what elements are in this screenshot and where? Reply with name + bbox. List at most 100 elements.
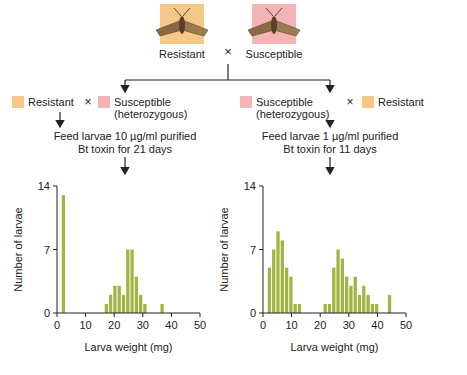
x-tick <box>85 313 86 317</box>
bar <box>371 304 374 313</box>
connector <box>227 64 228 80</box>
moth-body <box>271 16 277 34</box>
label: Bt toxin for 21 days <box>78 143 173 155</box>
moth-antenna <box>266 8 273 16</box>
bar <box>139 295 142 313</box>
bar <box>332 268 335 313</box>
label: × <box>346 95 353 109</box>
label: Bt toxin for 11 days <box>283 143 377 155</box>
x-tick-label: 30 <box>343 319 355 331</box>
bar <box>328 304 331 313</box>
bar <box>113 286 116 313</box>
x-tick-label: 10 <box>79 319 91 331</box>
moth-highlight <box>160 4 204 44</box>
bar <box>388 295 391 313</box>
bar <box>294 304 297 313</box>
label: Susceptible <box>114 96 171 108</box>
swatch <box>362 96 374 108</box>
x-tick <box>348 313 349 317</box>
x-tick <box>142 313 143 317</box>
x-axis <box>57 313 200 314</box>
connector <box>125 79 330 80</box>
bar <box>298 304 301 313</box>
x-tick-label: 10 <box>285 319 297 331</box>
swatch <box>240 96 252 108</box>
bar <box>358 295 361 313</box>
bar <box>375 304 378 313</box>
label: Resistant <box>378 96 424 108</box>
bar <box>336 250 339 314</box>
x-tick-label: 20 <box>108 319 120 331</box>
bar <box>160 304 163 313</box>
x-tick <box>114 313 115 317</box>
label: Susceptible <box>256 96 313 108</box>
bar <box>118 286 121 313</box>
label: (heterozygous) <box>256 108 329 120</box>
swatch <box>98 96 110 108</box>
x-axis-label: Larva weight (mg) <box>290 341 378 353</box>
x-tick-label: 0 <box>54 319 60 331</box>
arrow <box>124 80 125 92</box>
x-tick <box>57 313 58 317</box>
bar <box>135 277 138 313</box>
y-tick <box>53 186 57 187</box>
arrow <box>59 112 60 127</box>
x-tick <box>291 313 292 317</box>
y-tick <box>53 313 57 314</box>
x-tick <box>200 313 201 317</box>
bar <box>362 286 365 313</box>
bar <box>324 304 327 313</box>
y-tick-label: 7 <box>250 244 256 256</box>
y-tick <box>259 313 263 314</box>
bar <box>341 259 344 313</box>
y-tick <box>259 249 263 250</box>
label: Susceptible <box>246 48 303 60</box>
bar <box>272 250 275 314</box>
x-tick-label: 40 <box>371 319 383 331</box>
x-axis <box>263 313 406 314</box>
moth-antenna <box>174 8 181 16</box>
bar <box>354 277 357 313</box>
y-tick-label: 7 <box>44 244 50 256</box>
bar <box>62 195 65 313</box>
y-tick <box>53 249 57 250</box>
arrow <box>329 157 330 174</box>
bar <box>143 304 146 313</box>
label: Resistant <box>28 96 74 108</box>
bar <box>130 250 133 314</box>
label: × <box>224 44 232 59</box>
bar <box>276 231 279 313</box>
x-tick-label: 20 <box>314 319 326 331</box>
moth-antenna <box>275 8 282 16</box>
y-tick-label: 14 <box>244 180 256 192</box>
moth-body <box>179 16 185 34</box>
bar <box>109 295 112 313</box>
label: Feed larvae 1 µg/ml purified <box>262 130 399 142</box>
x-tick-label: 0 <box>260 319 266 331</box>
x-tick <box>377 313 378 317</box>
arrow <box>329 80 330 92</box>
moth-wing <box>274 20 300 36</box>
x-tick <box>320 313 321 317</box>
x-tick-label: 30 <box>137 319 149 331</box>
y-axis-label: Number of larvae <box>218 207 230 291</box>
bar <box>366 295 369 313</box>
bars <box>268 231 391 313</box>
swatch <box>12 96 24 108</box>
label: (heterozygous) <box>114 108 187 120</box>
x-tick <box>263 313 264 317</box>
label: Resistant <box>159 48 205 60</box>
bar <box>349 286 352 313</box>
label: Feed larvae 10 µg/ml purified <box>54 130 197 142</box>
bar <box>285 268 288 313</box>
y-axis-label: Number of larvae <box>12 207 24 291</box>
bars <box>62 195 164 313</box>
y-tick-label: 14 <box>38 180 50 192</box>
y-tick-label: 0 <box>44 307 50 319</box>
bar <box>126 250 129 314</box>
moth-highlight <box>252 4 296 44</box>
x-tick-label: 40 <box>165 319 177 331</box>
x-tick-label: 50 <box>400 319 412 331</box>
bar <box>345 277 348 313</box>
bar <box>268 268 271 313</box>
